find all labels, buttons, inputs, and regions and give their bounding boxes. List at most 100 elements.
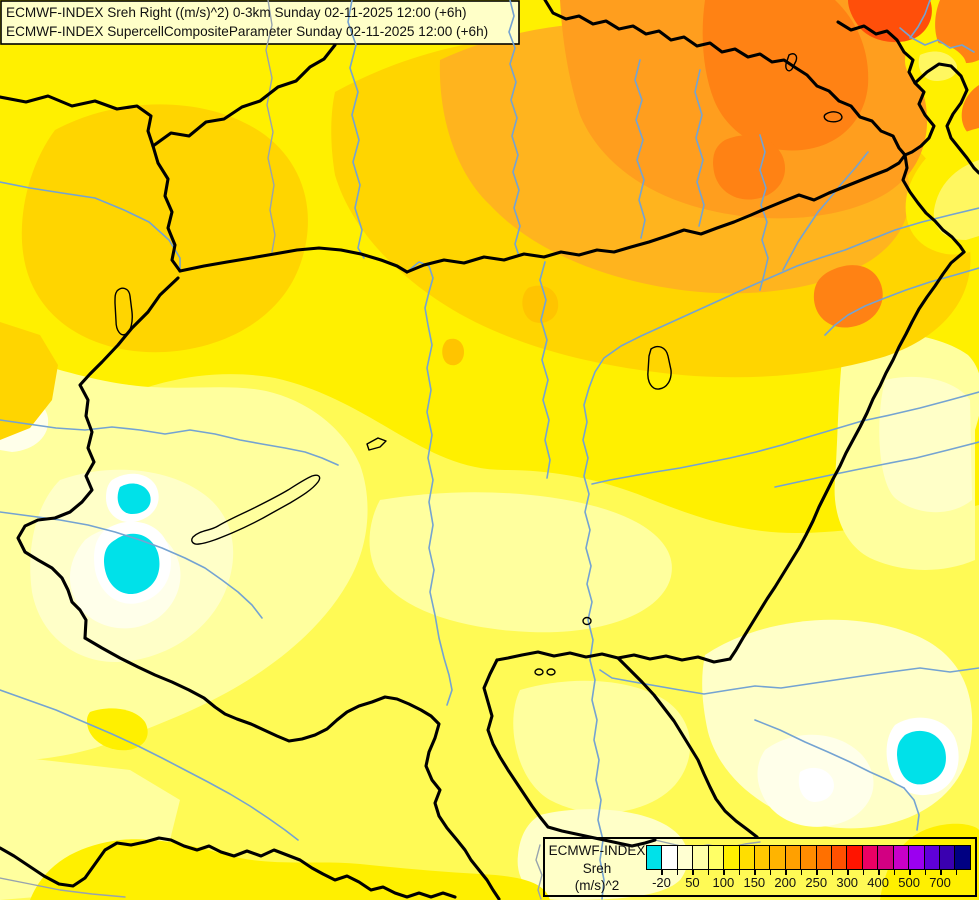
river-path (0, 419, 339, 466)
legend-color-cell (800, 845, 817, 870)
country-border-path (728, 250, 966, 661)
country-border-path (836, 20, 936, 157)
river-path (0, 877, 126, 898)
river-path (508, 0, 521, 257)
legend-tick-mark (738, 870, 741, 875)
legend-color-cell (769, 845, 786, 870)
legend-product-label: ECMWF-INDEX (548, 843, 646, 858)
legend-tick-mark (769, 870, 772, 875)
river-path (0, 511, 263, 619)
legend-color-bar (646, 845, 971, 870)
country-border-path (405, 153, 907, 274)
country-border-path (913, 62, 979, 175)
legend-tick-label: 150 (743, 875, 766, 890)
legend-tick-label: 500 (898, 875, 920, 890)
legend-color-cell (676, 845, 694, 870)
srh-fill-deeporange-right-edge (961, 85, 979, 138)
srh-fill-yellow-blob-southwest (86, 708, 148, 751)
river-path (759, 134, 769, 291)
srh-fill-gold-northwest (21, 104, 308, 353)
legend-tick-mark (816, 870, 818, 875)
river-path (694, 69, 705, 227)
small-lake-outline (582, 616, 592, 626)
legend-tick-mark (754, 870, 756, 875)
river-path (0, 689, 299, 841)
srh-fill-cream-east (879, 376, 972, 513)
legend-color-cell (939, 845, 956, 870)
srh-fill-goldspot-center1 (522, 285, 559, 323)
country-border-path (16, 276, 180, 640)
reservoir-outline (823, 111, 843, 123)
country-border-path (616, 656, 759, 839)
srh-negative-spots (94, 473, 959, 796)
legend-tick-mark (676, 870, 679, 875)
legend-tick-mark (692, 870, 694, 875)
country-border-path (0, 94, 155, 148)
legend-tick-mark (878, 870, 880, 875)
title-line-1: ECMWF-INDEX Sreh Right ((m/s)^2) 0-3km S… (6, 5, 467, 20)
country-border-path (178, 246, 409, 274)
river-path (909, 0, 931, 39)
river-path (782, 151, 869, 271)
legend-color-cell (661, 845, 678, 870)
srh-cyan-spot-2 (104, 533, 160, 595)
reservoir-outline (785, 53, 798, 72)
legend-color-cell (723, 845, 740, 870)
legend-color-cell (692, 845, 709, 870)
small-lake-outline (546, 668, 556, 676)
legend-tick-mark (800, 870, 803, 875)
river-path (265, 0, 276, 253)
country-border-path (83, 636, 501, 900)
title-line-2: ECMWF-INDEX SupercellCompositeParameter … (6, 24, 489, 39)
legend-tick-mark (909, 870, 911, 875)
legend-tick-mark (862, 870, 865, 875)
legend-color-cell (646, 845, 663, 870)
river-path (774, 441, 979, 488)
legend-color-cell (753, 845, 771, 870)
srh-fill-white-southeast (798, 767, 834, 802)
legend-tick-mark (893, 870, 896, 875)
legend-tick-mark (831, 870, 834, 875)
river-path (899, 27, 975, 53)
srh-fill-pale-south (513, 680, 691, 813)
srh-cyan-spot-1 (117, 483, 151, 514)
legend-color-cell (892, 845, 910, 870)
river-path (903, 787, 920, 831)
legend-tick-mark (940, 870, 942, 875)
river-path (634, 59, 646, 239)
legend-color-cell (846, 845, 863, 870)
lake-tisza-outline (647, 345, 672, 390)
title-box: ECMWF-INDEX Sreh Right ((m/s)^2) 0-3km S… (0, 0, 519, 44)
legend-tick-mark (661, 870, 663, 875)
river-path (754, 719, 905, 789)
legend-color-cell (954, 845, 971, 870)
srh-fill-pale-southwest-corner (0, 755, 180, 900)
country-border-path (901, 153, 966, 254)
legend-color-cell (738, 845, 755, 870)
legend-color-cell (815, 845, 833, 870)
river-path (0, 181, 181, 272)
legend-tick-label: 250 (805, 875, 828, 890)
legend-tick-label: 200 (774, 875, 797, 890)
legend-tick-label: -20 (652, 875, 671, 890)
river-path (347, 0, 365, 259)
legend-tick-mark (723, 870, 725, 875)
river-path (591, 391, 979, 485)
country-border-path (495, 650, 732, 664)
legend-color-cell (923, 845, 941, 870)
legend-parameter-label: Sreh (582, 860, 612, 876)
river-path (406, 261, 453, 706)
srh-cyan-spot-3 (897, 730, 946, 785)
legend-tick-mark (847, 870, 849, 875)
legend-units-label: (m/s)^2 (574, 878, 620, 893)
legend-color-cell (908, 845, 925, 870)
country-border-path (543, 0, 907, 157)
srh-fill-deeporange-core3 (813, 265, 883, 328)
legend-tick-mark (785, 870, 787, 875)
legend-tick-label: 700 (929, 875, 951, 890)
legend-tick-label: 400 (867, 875, 889, 890)
